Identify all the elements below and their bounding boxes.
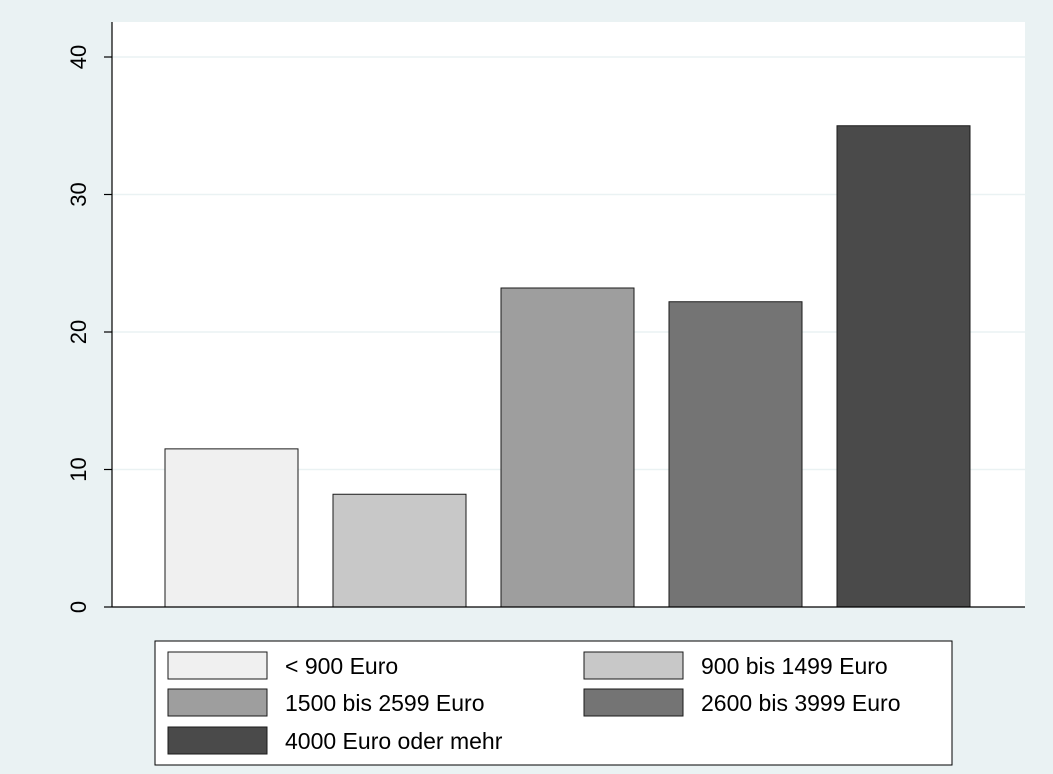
bar bbox=[165, 449, 298, 607]
legend-label: 900 bis 1499 Euro bbox=[701, 653, 888, 679]
legend-swatch bbox=[168, 652, 267, 679]
legend-label: < 900 Euro bbox=[285, 653, 398, 679]
legend-swatch bbox=[168, 689, 267, 716]
legend-swatch bbox=[168, 727, 267, 754]
legend: < 900 Euro 900 bis 1499 Euro 1500 bis 2599… bbox=[155, 641, 952, 765]
y-tick-label: 40 bbox=[66, 45, 91, 69]
legend-swatch bbox=[584, 652, 683, 679]
y-tick-label: 0 bbox=[66, 601, 91, 613]
bar bbox=[669, 302, 802, 607]
y-tick-label: 10 bbox=[66, 457, 91, 481]
y-tick-label: 30 bbox=[66, 182, 91, 206]
legend-label: 4000 Euro oder mehr bbox=[285, 728, 503, 754]
bar bbox=[333, 494, 466, 607]
bar bbox=[501, 288, 634, 607]
legend-swatch bbox=[584, 689, 683, 716]
y-tick-label: 20 bbox=[66, 320, 91, 344]
legend-label: 2600 bis 3999 Euro bbox=[701, 690, 901, 716]
legend-label: 1500 bis 2599 Euro bbox=[285, 690, 485, 716]
bar bbox=[837, 126, 970, 607]
